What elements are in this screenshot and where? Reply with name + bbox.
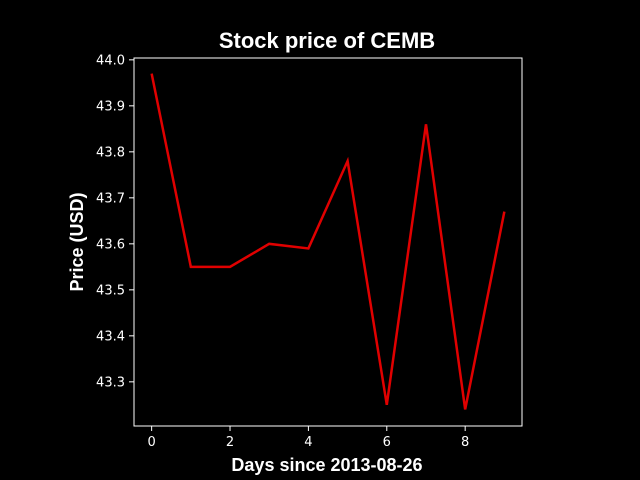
y-tick-label: 43.5 (96, 283, 125, 298)
x-tick-label: 4 (304, 435, 312, 450)
y-tick-label: 43.8 (96, 145, 125, 160)
x-tick-label: 2 (226, 435, 234, 450)
x-tick-label: 6 (383, 435, 391, 450)
y-tick-label: 43.6 (96, 237, 125, 252)
y-tick-label: 44.0 (96, 53, 125, 68)
price-series-line (150, 73, 506, 410)
y-tick-label: 43.4 (96, 329, 125, 344)
x-tick-label: 8 (461, 435, 469, 450)
chart-title: Stock price of CEMB (219, 28, 435, 53)
x-axis-label: Days since 2013-08-26 (231, 455, 422, 475)
y-axis: 43.3 43.4 43.5 43.6 43.7 43.8 43.9 44.0 (96, 53, 134, 390)
x-tick-label: 0 (147, 435, 155, 450)
y-axis-label: Price (USD) (67, 192, 87, 291)
y-tick-label: 43.3 (96, 375, 125, 390)
y-tick-label: 43.9 (96, 99, 125, 114)
plot-area-frame (133, 57, 523, 427)
y-tick-label: 43.7 (96, 191, 125, 206)
x-axis: 0 2 4 6 8 (147, 426, 469, 450)
series-layer (150, 73, 506, 410)
